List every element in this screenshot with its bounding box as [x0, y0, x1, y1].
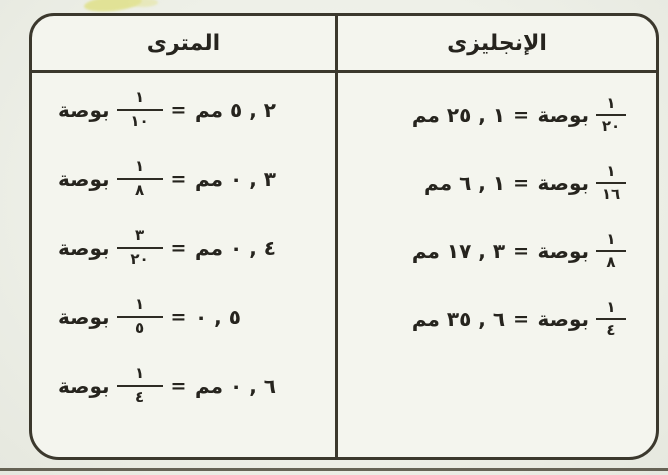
- mm-unit-label: مم: [194, 373, 224, 398]
- fraction-numerator: ١: [116, 296, 163, 318]
- mm-unit-label: مم: [411, 239, 440, 263]
- inch-fraction: ١ ٥: [116, 296, 163, 337]
- inch-unit-label: بوصة: [58, 97, 110, 122]
- inch-fraction: ١ ٤: [596, 298, 626, 340]
- fraction-numerator: ٣: [116, 227, 163, 249]
- mm-value: ١ , ٢٥: [446, 103, 506, 127]
- inch-fraction: ١ ١٦: [596, 162, 626, 204]
- fraction-numerator: ١: [596, 230, 626, 252]
- fraction-denominator: ٨: [134, 180, 145, 199]
- mm-value: ٦ , ٠: [230, 373, 276, 398]
- equals-sign: =: [513, 104, 530, 126]
- equals-sign: =: [170, 98, 187, 121]
- english-row: مم ١ , ٦ = بوصة ١ ١٦: [338, 149, 656, 217]
- mm-value: ٦ , ٣٥: [446, 307, 506, 331]
- inch-unit-label: بوصة: [58, 304, 110, 329]
- fraction-numerator: ١: [116, 89, 163, 111]
- scan-smudge-yellow: [83, 0, 143, 14]
- mm-value: ٣ , ١٧: [446, 239, 506, 263]
- metric-row: بوصة ٣ ٢٠ = مم ٤ , ٠: [32, 213, 335, 282]
- metric-row: بوصة ١ ١٠ = مم ٢ , ٥: [32, 75, 335, 144]
- fraction-denominator: ٨: [606, 253, 616, 271]
- equals-sign: =: [170, 374, 187, 397]
- conversion-table: المترى الإنجليزى بوصة ١ ١٠ = مم ٢ , ٥ بو…: [29, 13, 659, 460]
- header-english: الإنجليزى: [338, 16, 656, 73]
- metric-column: بوصة ١ ١٠ = مم ٢ , ٥ بوصة ١ ٨ = مم ٣ , ٠: [32, 73, 338, 457]
- equals-sign: =: [513, 240, 530, 262]
- inch-unit-label: بوصة: [58, 166, 110, 191]
- fraction-numerator: ١: [596, 298, 626, 320]
- header-english-label: الإنجليزى: [447, 30, 547, 56]
- metric-row: بوصة ١ ٥ = ٥ , ٠: [32, 282, 335, 351]
- english-column: مم ١ , ٢٥ = بوصة ١ ٢٠ مم ١ , ٦ = بوصة ١ …: [338, 73, 656, 457]
- scan-smudge-yellow: [128, 0, 158, 7]
- mm-unit-label: مم: [424, 171, 453, 195]
- equals-sign: =: [513, 308, 530, 330]
- equals-sign: =: [170, 167, 187, 190]
- fraction-denominator: ٢٠: [601, 117, 621, 135]
- mm-value: ٤ , ٠: [230, 235, 276, 260]
- equals-sign: =: [170, 236, 187, 259]
- inch-unit-label: بوصة: [537, 307, 589, 331]
- metric-row: بوصة ١ ٨ = مم ٣ , ٠: [32, 144, 335, 213]
- inch-unit-label: بوصة: [537, 239, 589, 263]
- fraction-denominator: ١٠: [130, 111, 149, 130]
- fraction-denominator: ٤: [134, 387, 145, 406]
- inch-unit-label: بوصة: [58, 235, 110, 260]
- equals-sign: =: [170, 305, 187, 328]
- mm-unit-label: مم: [194, 166, 224, 191]
- inch-fraction: ١ ٨: [116, 158, 163, 199]
- inch-fraction: ١ ٢٠: [596, 94, 626, 136]
- inch-unit-label: بوصة: [58, 373, 110, 398]
- inch-fraction: ١ ٤: [116, 365, 163, 406]
- fraction-numerator: ١: [596, 162, 626, 184]
- inch-fraction: ١ ٨: [596, 230, 626, 272]
- english-row: مم ٣ , ١٧ = بوصة ١ ٨: [338, 217, 656, 285]
- mm-value: ٢ , ٥: [230, 97, 276, 122]
- mm-unit-label: مم: [194, 235, 224, 260]
- english-row: مم ١ , ٢٥ = بوصة ١ ٢٠: [338, 81, 656, 149]
- inch-unit-label: بوصة: [537, 171, 589, 195]
- english-row: مم ٦ , ٣٥ = بوصة ١ ٤: [338, 285, 656, 353]
- fraction-numerator: ١: [116, 365, 163, 387]
- mm-value: ١ , ٦: [459, 171, 506, 195]
- header-metric: المترى: [32, 16, 338, 73]
- inch-unit-label: بوصة: [537, 103, 589, 127]
- fraction-denominator: ٥: [134, 318, 145, 337]
- fraction-denominator: ١٦: [601, 185, 621, 203]
- mm-value: ٥ , ٠: [194, 304, 241, 329]
- fraction-numerator: ١: [116, 158, 163, 180]
- inch-fraction: ٣ ٢٠: [116, 227, 163, 268]
- inch-fraction: ١ ١٠: [116, 89, 163, 130]
- fraction-denominator: ٢٠: [130, 249, 149, 268]
- equals-sign: =: [513, 172, 530, 194]
- page-edge-line: [0, 468, 668, 471]
- mm-unit-label: مم: [411, 307, 440, 331]
- fraction-denominator: ٤: [606, 321, 616, 339]
- fraction-numerator: ١: [596, 94, 626, 116]
- mm-unit-label: مم: [411, 103, 440, 127]
- header-metric-label: المترى: [146, 30, 221, 56]
- mm-unit-label: مم: [194, 97, 224, 122]
- metric-row: بوصة ١ ٤ = مم ٦ , ٠: [32, 351, 335, 420]
- mm-value: ٣ , ٠: [230, 166, 276, 191]
